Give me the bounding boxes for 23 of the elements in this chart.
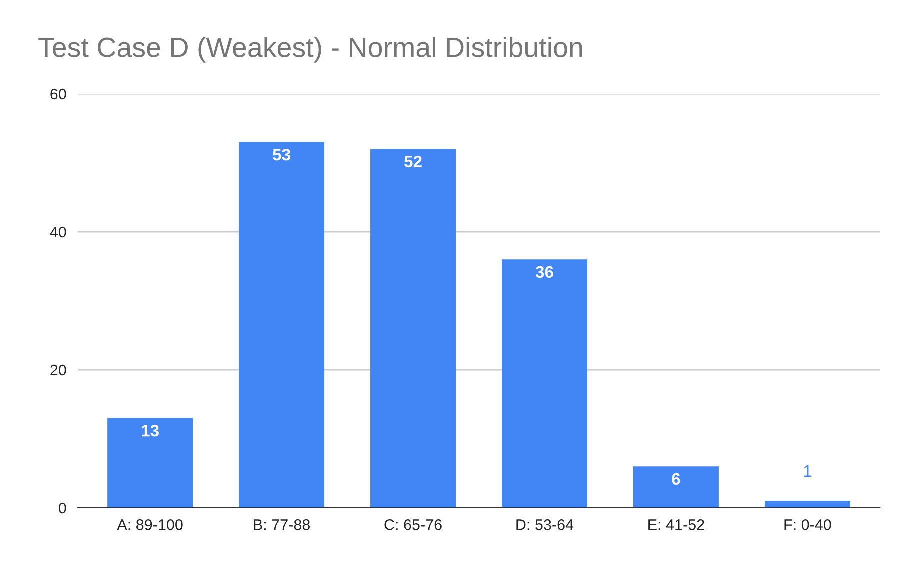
bar	[239, 142, 325, 508]
bar	[108, 418, 194, 508]
bar	[764, 501, 850, 508]
y-tick-label: 0	[58, 502, 66, 514]
data-label: 6	[672, 473, 680, 486]
y-tick-label: 40	[50, 226, 66, 238]
data-label: 1	[804, 465, 812, 477]
x-tick-label: B: 77-88	[254, 520, 310, 530]
y-tick-label: 20	[50, 364, 66, 376]
x-tick-label: C: 65-76	[384, 520, 442, 530]
y-tick-label: 60	[50, 88, 66, 100]
x-tick-label: E: 41-52	[648, 520, 704, 530]
x-tick-label: F: 0-40	[784, 520, 832, 530]
data-label: 13	[142, 424, 159, 437]
bar	[633, 466, 719, 508]
x-tick-label: A: 89-100	[117, 520, 183, 530]
bar	[370, 149, 456, 508]
data-label: 52	[404, 156, 422, 168]
x-tick-label: D: 53-64	[516, 520, 574, 530]
chart-title: Test Case D (Weakest) - Normal Distribution	[38, 37, 582, 63]
data-label: 53	[273, 148, 290, 161]
bar	[502, 260, 588, 508]
data-label: 36	[536, 266, 554, 278]
